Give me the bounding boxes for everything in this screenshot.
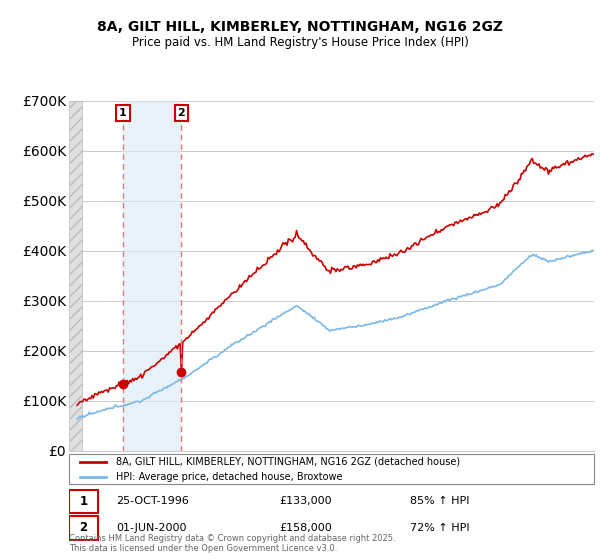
Text: Price paid vs. HM Land Registry's House Price Index (HPI): Price paid vs. HM Land Registry's House … [131, 36, 469, 49]
Text: 72% ↑ HPI: 72% ↑ HPI [410, 523, 470, 533]
Text: £158,000: £158,000 [279, 523, 332, 533]
Bar [69, 489, 98, 513]
Text: 1: 1 [119, 108, 127, 118]
Text: 2: 2 [79, 521, 88, 534]
Text: 8A, GILT HILL, KIMBERLEY, NOTTINGHAM, NG16 2GZ (detached house): 8A, GILT HILL, KIMBERLEY, NOTTINGHAM, NG… [116, 457, 460, 467]
Bar [69, 516, 98, 539]
Text: 01-JUN-2000: 01-JUN-2000 [116, 523, 187, 533]
Text: 8A, GILT HILL, KIMBERLEY, NOTTINGHAM, NG16 2GZ: 8A, GILT HILL, KIMBERLEY, NOTTINGHAM, NG… [97, 20, 503, 34]
Text: HPI: Average price, detached house, Broxtowe: HPI: Average price, detached house, Brox… [116, 472, 343, 482]
Text: Contains HM Land Registry data © Crown copyright and database right 2025.
This d: Contains HM Land Registry data © Crown c… [69, 534, 395, 553]
Text: 85% ↑ HPI: 85% ↑ HPI [410, 496, 470, 506]
Text: 2: 2 [178, 108, 185, 118]
Bar [123, 101, 181, 451]
Text: 1: 1 [79, 495, 88, 508]
Bar [69, 101, 82, 451]
Text: £133,000: £133,000 [279, 496, 332, 506]
Text: 25-OCT-1996: 25-OCT-1996 [116, 496, 189, 506]
